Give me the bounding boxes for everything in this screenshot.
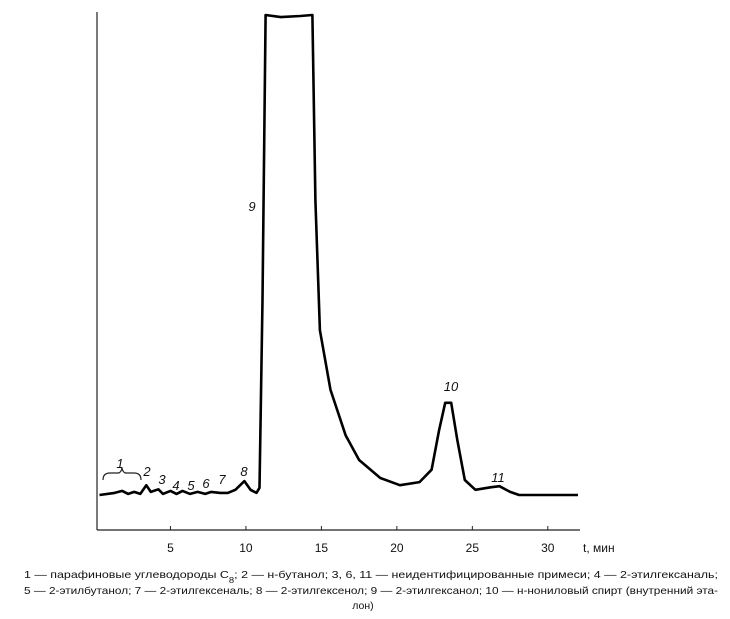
peak-label: 8 (240, 464, 248, 479)
caption-text: 5 — 2-этилбутанол; 7 — 2-этилгексеналь; … (24, 585, 719, 597)
brace (102, 467, 142, 481)
peak-label: 7 (218, 472, 226, 487)
peak-label: 1 (116, 456, 123, 471)
caption-line: 1 — парафиновые углеводороды С 8; 2 — н-б… (24, 569, 718, 585)
peak-label: 3 (158, 472, 166, 487)
x-tick-label: 25 (466, 541, 480, 555)
caption-text: лон) (352, 600, 373, 612)
peak-label: 2 (142, 464, 151, 479)
x-tick-label: 5 (167, 541, 174, 555)
peak-label: 11 (491, 470, 505, 485)
peak-label: 10 (444, 379, 459, 394)
x-axis-label: t, мин (583, 541, 615, 555)
x-tick-label: 20 (390, 541, 404, 555)
caption-line: 5 — 2-этилбутанол; 7 — 2-этилгексеналь; … (24, 585, 719, 597)
peak-label: 4 (172, 478, 179, 493)
x-tick-label: 10 (239, 541, 253, 555)
chromatogram-line (99, 13, 578, 497)
x-tick-label: 30 (541, 541, 555, 555)
caption-text: 8 (229, 576, 235, 585)
caption-text: ; 2 — н-бутанол; 3, 6, 11 — неидентифици… (234, 569, 718, 581)
peak-label: 6 (202, 476, 210, 491)
x-tick-label: 15 (315, 541, 329, 555)
peak-label: 5 (187, 478, 195, 493)
caption-text: 1 — парафиновые углеводороды С (24, 569, 229, 581)
caption-line: лон) (352, 600, 373, 612)
peak-label: 9 (248, 199, 255, 214)
